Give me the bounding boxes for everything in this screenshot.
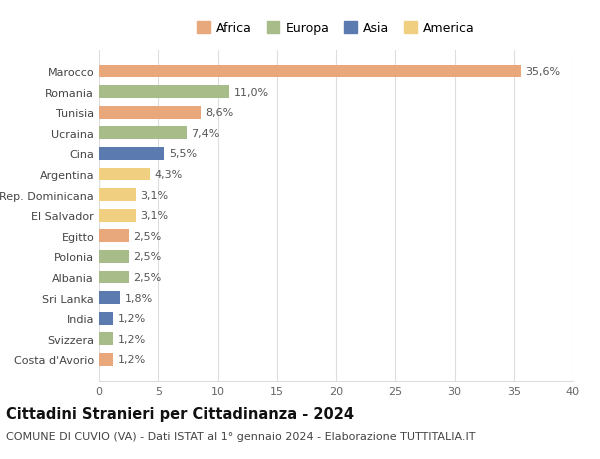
Text: 1,2%: 1,2%: [118, 334, 146, 344]
Text: 4,3%: 4,3%: [155, 170, 183, 179]
Text: 2,5%: 2,5%: [133, 231, 161, 241]
Text: 8,6%: 8,6%: [206, 108, 234, 118]
Text: 2,5%: 2,5%: [133, 252, 161, 262]
Text: 35,6%: 35,6%: [526, 67, 561, 77]
Bar: [99, 291, 121, 304]
Bar: [99, 148, 164, 161]
Bar: [99, 86, 229, 99]
Bar: [99, 66, 521, 78]
Text: 3,1%: 3,1%: [140, 190, 169, 200]
Bar: [99, 168, 150, 181]
Text: 1,2%: 1,2%: [118, 355, 146, 364]
Bar: [99, 189, 136, 202]
Bar: [99, 209, 136, 222]
Text: 11,0%: 11,0%: [234, 88, 269, 97]
Bar: [99, 127, 187, 140]
Text: 3,1%: 3,1%: [140, 211, 169, 221]
Bar: [99, 333, 113, 346]
Text: 1,8%: 1,8%: [125, 293, 154, 303]
Bar: [99, 230, 128, 243]
Legend: Africa, Europa, Asia, America: Africa, Europa, Asia, America: [194, 20, 478, 38]
Bar: [99, 271, 128, 284]
Text: COMUNE DI CUVIO (VA) - Dati ISTAT al 1° gennaio 2024 - Elaborazione TUTTITALIA.I: COMUNE DI CUVIO (VA) - Dati ISTAT al 1° …: [6, 431, 476, 442]
Text: Cittadini Stranieri per Cittadinanza - 2024: Cittadini Stranieri per Cittadinanza - 2…: [6, 406, 354, 421]
Bar: [99, 251, 128, 263]
Bar: [99, 106, 201, 119]
Text: 1,2%: 1,2%: [118, 313, 146, 324]
Text: 5,5%: 5,5%: [169, 149, 197, 159]
Text: 7,4%: 7,4%: [191, 129, 220, 139]
Bar: [99, 353, 113, 366]
Bar: [99, 312, 113, 325]
Text: 2,5%: 2,5%: [133, 272, 161, 282]
